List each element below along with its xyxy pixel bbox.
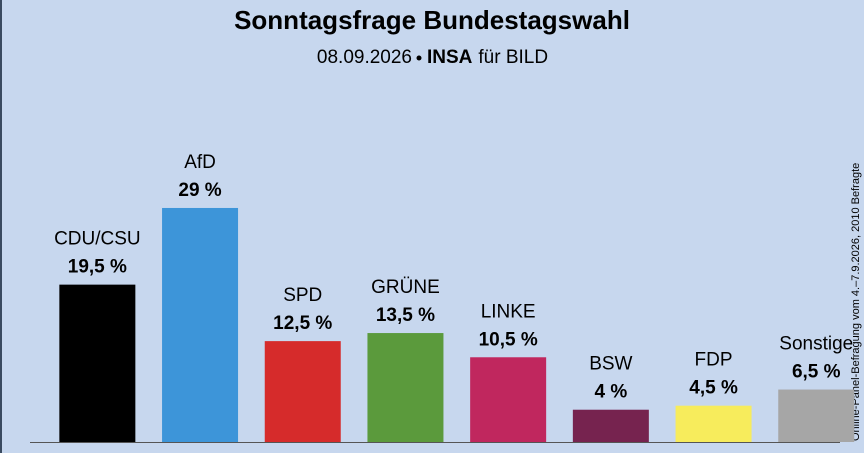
value-label: 19,5 % <box>68 257 127 278</box>
category-label: FDP <box>695 350 733 371</box>
subtitle-institute: INSA <box>427 47 473 68</box>
category-label: SPD <box>283 285 322 306</box>
category-label: GRÜNE <box>371 277 440 298</box>
category-label: CDU/CSU <box>54 229 141 250</box>
value-label: 4,5 % <box>689 378 738 399</box>
category-label: LINKE <box>481 301 536 322</box>
bar <box>778 389 855 442</box>
value-label: 29 % <box>178 180 221 201</box>
chart-title: Sonntagsfrage Bundestagswahl <box>234 5 630 35</box>
value-label: 13,5 % <box>376 305 435 326</box>
value-label: 12,5 % <box>273 313 332 334</box>
category-label: BSW <box>589 354 632 375</box>
bar <box>59 284 136 442</box>
bar <box>675 405 752 442</box>
value-label: 6,5 % <box>792 362 841 383</box>
value-label: 4 % <box>594 382 627 403</box>
bar <box>264 341 341 442</box>
left-border <box>0 0 2 453</box>
subtitle-bullet <box>416 55 422 61</box>
bar <box>470 357 547 442</box>
subtitle-date: 08.09.2026 <box>317 47 412 68</box>
subtitle-client: für BILD <box>478 47 548 68</box>
category-label: AfD <box>184 152 216 173</box>
bar <box>162 207 239 442</box>
category-label: Sonstige <box>779 334 853 355</box>
source-note: Online-Panel-Befragung vom 4.–7.9.2026, … <box>850 163 862 441</box>
bar <box>572 409 649 442</box>
bar <box>367 333 444 442</box>
value-label: 10,5 % <box>479 329 538 350</box>
